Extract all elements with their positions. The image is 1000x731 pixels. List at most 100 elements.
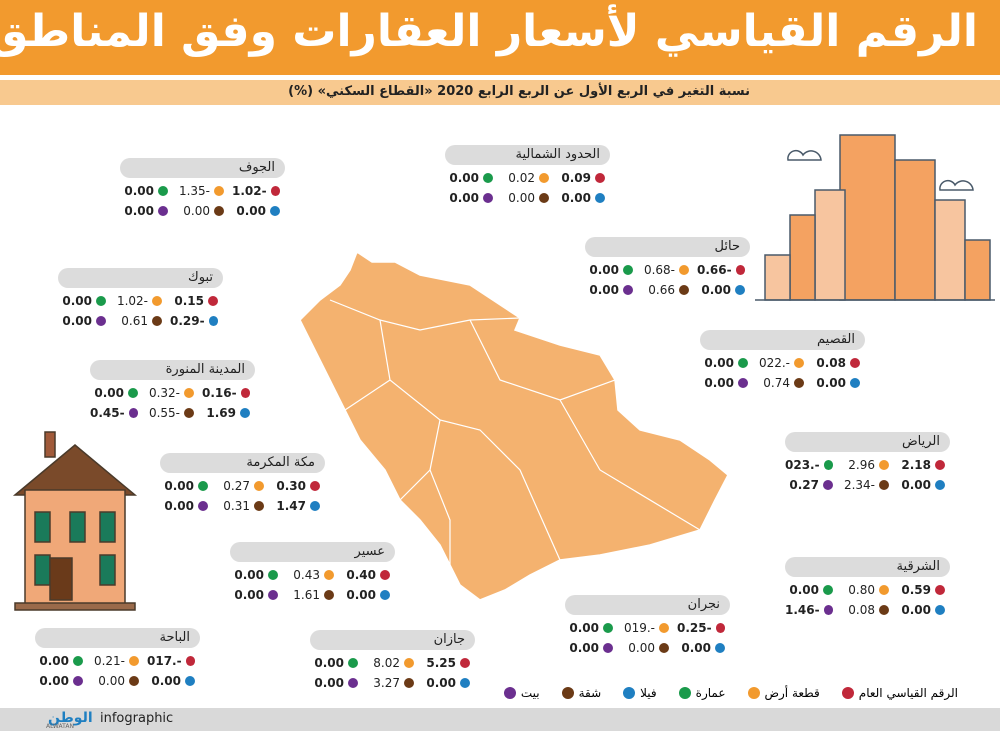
value: 5.25 [426,656,456,670]
value: 0.15 [174,294,204,308]
region-card: الحدود الشمالية 0.09 0.02 0.00 0.00 0.00 0.00 [445,145,610,205]
value-item: 0.74 [756,376,804,390]
value-item: 2.96 [841,458,889,472]
region-card: مكة المكرمة 0.30 0.27 0.00 1.47 0.31 0.00 [160,453,325,513]
legend-dot [561,687,574,699]
map-borders [329,299,701,565]
dot [270,206,280,216]
value: 0.27 [223,479,250,493]
dot [310,481,320,491]
dot [823,585,833,595]
region-card: جازان 5.25 8.02 0.00 0.00 3.27 0.00 [310,630,475,690]
value: 0.80 [848,583,875,597]
value-row: 0.00 0.00 0.00 [120,204,285,218]
region-card: القصيم 0.08 022.- 0.00 0.00 0.74 0.00 [700,330,865,390]
value-item: 2.34- [841,478,889,492]
value-item: 0.00 [697,283,745,297]
dot [879,605,889,615]
value-item: 0.30 [272,479,320,493]
region-name: عسير [230,542,395,562]
dot [879,480,889,490]
value: 0.00 [98,674,125,688]
dot [404,678,414,688]
value: 0.00 [901,603,931,617]
value-item: 0.00 [445,171,493,185]
subtitle-bar: نسبة التغير في الربع الأول عن الربع الرا… [0,80,1000,105]
value-item: 0.25- [677,621,725,635]
value-row: 0.29- 0.61 0.00 [58,314,223,328]
value: 0.61 [121,314,148,328]
brand-latin: ALWATAN [46,723,74,730]
dot [935,460,945,470]
dot [539,173,549,183]
value: 0.68- [643,263,675,277]
value-item: 017.- [147,654,195,668]
value-item: 0.43 [286,568,334,582]
value-item: 0.29- [170,314,218,328]
legend-dot [503,687,516,699]
dot [715,623,725,633]
value: 0.00 [164,499,194,513]
value-item: 3.27 [366,676,414,690]
value-item: 0.27 [785,478,833,492]
dot [603,623,613,633]
region-card: الشرقية 0.59 0.80 0.00 0.00 0.08 1.46- [785,557,950,617]
value-item: 019.- [621,621,669,635]
legend-dot [747,687,760,699]
subtitle: نسبة التغير في الربع الأول عن الربع الرا… [288,84,750,99]
value: 0.00 [346,588,376,602]
legend-label: فيلا [640,686,657,700]
value-item: 0.00 [58,314,106,328]
value-row: 0.16- 0.32- 0.00 [90,386,255,400]
dot [935,480,945,490]
value-row: 017.- 0.21- 0.00 [35,654,200,668]
value: 0.00 [124,184,154,198]
value-item: 0.00 [897,478,945,492]
value-row: 0.09 0.02 0.00 [445,171,610,185]
value: 0.00 [314,676,344,690]
value: 1.61 [293,588,320,602]
legend-item: فيلا [623,686,657,700]
dot [460,658,470,668]
value: 0.00 [62,314,92,328]
value-item: 0.40 [342,568,390,582]
value-item: 0.00 [58,294,106,308]
value-item: 0.00 [501,191,549,205]
value: 0.00 [508,191,535,205]
value-row: 0.00 0.00 0.00 [445,191,610,205]
dot [96,316,106,326]
value: 0.00 [701,283,731,297]
value-row: 0.00 0.08 1.46- [785,603,950,617]
value-item: 0.00 [585,263,633,277]
title: الرقم القياسي لأسعار العقارات وفق المناط… [0,6,978,57]
dot [935,585,945,595]
value: 019.- [623,621,655,635]
value: 0.66- [697,263,732,277]
value: 2.34- [843,478,875,492]
value: 0.40 [346,568,376,582]
legend-label: بيت [520,686,540,700]
dot [184,388,194,398]
dot [735,285,745,295]
value-item: 0.31 [216,499,264,513]
value-row: 5.25 8.02 0.00 [310,656,475,670]
dot [738,358,748,368]
value-item: 0.00 [120,184,168,198]
value: 0.21- [93,654,125,668]
dot [679,265,689,275]
map [299,250,729,601]
region-card: نجران 0.25- 019.- 0.00 0.00 0.00 0.00 [565,595,730,655]
region-name: القصيم [700,330,865,350]
legend-label: الرقم القياسي العام [858,686,958,700]
value: 0.00 [39,654,69,668]
value-item: 1.02- [114,294,162,308]
value-item: 0.00 [812,376,860,390]
value-item: 0.27 [216,479,264,493]
value-item: 0.00 [120,204,168,218]
value-item: 0.45- [90,406,138,420]
value: 0.00 [124,204,154,218]
region-name: نجران [565,595,730,615]
value: 0.00 [94,386,124,400]
value: 0.00 [426,676,456,690]
